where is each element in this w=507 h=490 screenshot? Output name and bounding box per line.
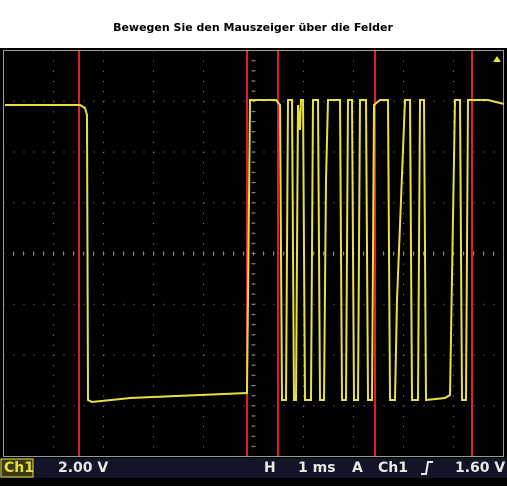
- trigger-label: A: [352, 460, 363, 476]
- trigger-level: 1.60 V: [455, 460, 505, 476]
- channel: Ch1: [4, 460, 34, 476]
- time-per-div: 1 ms: [298, 460, 336, 476]
- volts-per-div: 2.00 V: [58, 460, 108, 476]
- title: Bewegen Sie den Mauszeiger über die Feld…: [113, 21, 393, 34]
- trigger-marker: [493, 56, 501, 62]
- waveform: [5, 99, 505, 404]
- status-bar: [0, 458, 507, 478]
- channel-box: [0, 458, 34, 478]
- trigger-channel: Ch1: [378, 460, 408, 476]
- slope-icon: [421, 461, 433, 475]
- scope-display: [0, 48, 507, 486]
- horizontal-label: H: [264, 460, 276, 476]
